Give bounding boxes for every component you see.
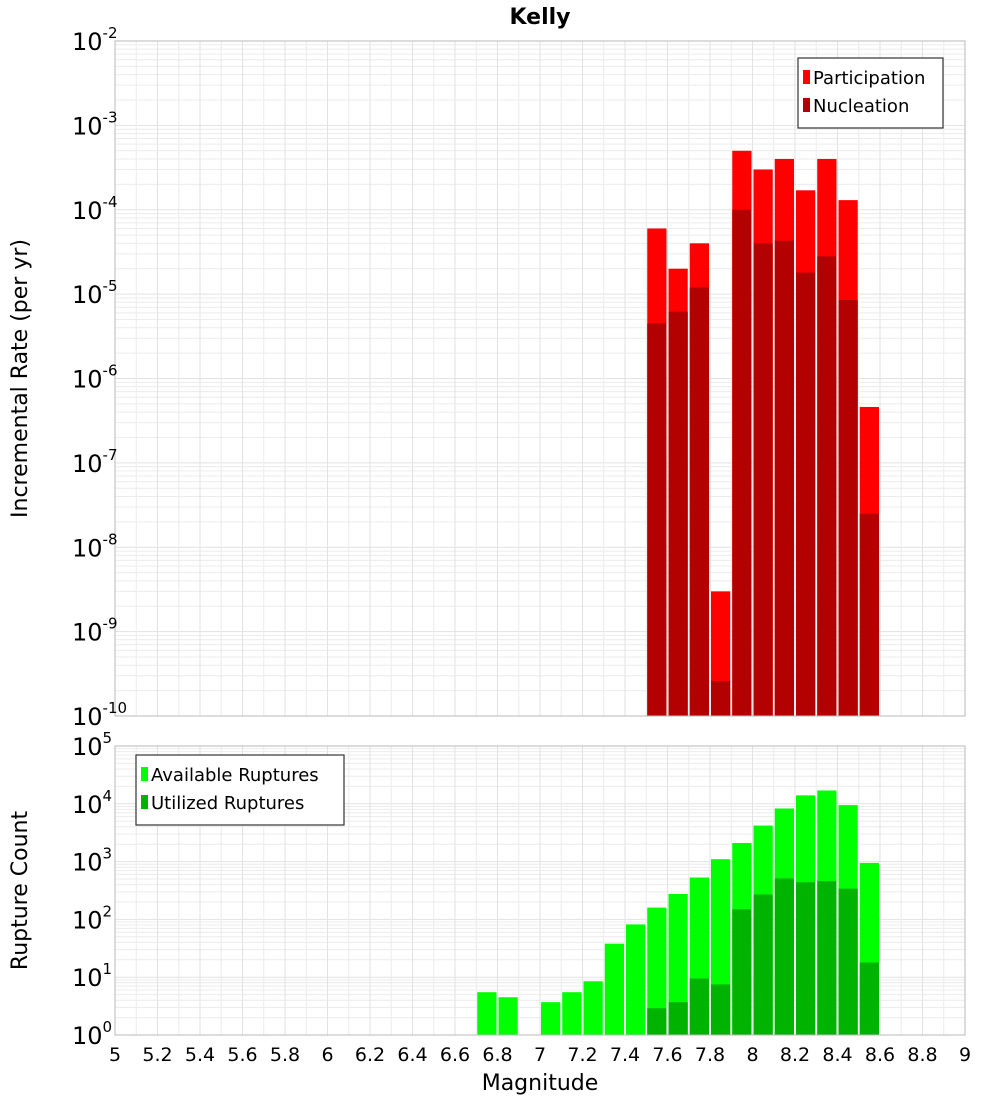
bar-utilized-ruptures-8.55 (859, 962, 879, 1035)
bar-utilized-ruptures-8.05 (753, 894, 773, 1035)
y-tick-label: 10-8 (72, 530, 118, 562)
x-tick-label: 7.6 (652, 1044, 682, 1066)
x-tick-label: 5 (109, 1044, 121, 1066)
legend-box (797, 57, 944, 129)
y-axis-label: Incremental Rate (per yr) (8, 239, 33, 518)
x-tick-labels: 5 5.2 5.4 5.6 5.8 6 6.2 6.4 6.6 6.8 7 7.2 7.4 7.6 7.8 8… (109, 1044, 971, 1066)
x-tick-label: 8 (746, 1044, 758, 1066)
plot-frame (114, 745, 966, 1036)
bar-utilized-ruptures-7.65 (668, 1002, 688, 1035)
x-tick-label: 5.4 (185, 1044, 215, 1066)
y-tick-label: 10-2 (72, 24, 118, 56)
bar-nucleation-8.05 (753, 243, 773, 717)
bar-nucleation-8.55 (859, 513, 879, 716)
legend-0: Participation Nucleation (797, 57, 944, 129)
x-tick-label: 6 (321, 1044, 333, 1066)
legend-label: Nucleation (813, 96, 909, 117)
y-tick-label: 100 (72, 1018, 112, 1050)
x-tick-label: 5.8 (270, 1044, 300, 1066)
y-axis-label: Rupture Count (8, 811, 33, 971)
y-tick-label: 10-9 (72, 615, 118, 647)
bar-utilized-ruptures-8.45 (838, 888, 858, 1035)
bar-nucleation-8.35 (817, 256, 837, 716)
bar-utilized-ruptures-7.75 (689, 978, 709, 1035)
x-tick-label: 6.2 (355, 1044, 385, 1066)
bar-nucleation-8.15 (774, 240, 794, 717)
bar-available-ruptures-7.35 (604, 943, 624, 1035)
y-tick-label: 10-7 (72, 446, 118, 478)
y-tick-label: 10-3 (72, 108, 118, 140)
x-tick-label: 5.2 (142, 1044, 172, 1066)
y-tick-label: 105 (72, 729, 112, 761)
x-tick-label: 9 (959, 1044, 971, 1066)
legend-swatch (803, 98, 810, 112)
x-tick-label: 7.2 (567, 1044, 597, 1066)
bar-utilized-ruptures-7.95 (732, 909, 752, 1035)
chart-panel-1: 100 101 102 103 104 105 Rupture Count 5 5.2 5.4 5.… (8, 729, 971, 1096)
plot-frame (114, 40, 966, 717)
y-tick-label: 103 (72, 845, 112, 877)
bar-nucleation-7.65 (668, 311, 688, 716)
bar-nucleation-8.45 (838, 300, 858, 716)
y-tick-labels-0: 10-10 10-9 10-8 10-7 10-6 10-5 10-4 10-3 10-2 (72, 24, 127, 731)
x-tick-label: 8.6 (865, 1044, 895, 1066)
series-nucleation (647, 209, 879, 717)
y-tick-label: 10-4 (72, 193, 118, 225)
bar-utilized-ruptures-8.25 (796, 882, 816, 1035)
x-tick-label: 8.4 (822, 1044, 852, 1066)
y-tick-label: 102 (72, 902, 112, 934)
chart-panel-0: 10-10 10-9 10-8 10-7 10-6 10-5 10-4 10-3 10-2 Inc… (8, 5, 966, 731)
x-tick-label: 8.8 (907, 1044, 937, 1066)
x-tick-label: 6.8 (482, 1044, 512, 1066)
bar-utilized-ruptures-8.35 (817, 881, 837, 1035)
bar-nucleation-8.25 (796, 272, 816, 716)
bar-utilized-ruptures-7.85 (711, 984, 731, 1035)
bar-utilized-ruptures-8.15 (774, 878, 794, 1035)
x-tick-label: 7 (534, 1044, 546, 1066)
bar-available-ruptures-7.45 (626, 924, 646, 1035)
bar-nucleation-7.95 (732, 209, 752, 716)
x-tick-label: 7.8 (695, 1044, 725, 1066)
x-axis-label: Magnitude (482, 1071, 599, 1096)
bar-available-ruptures-7.05 (541, 1002, 561, 1035)
x-tick-label: 6.4 (397, 1044, 427, 1066)
x-tick-label: 8.2 (780, 1044, 810, 1066)
y-tick-label: 104 (72, 787, 112, 819)
legend-label: Participation (813, 68, 925, 89)
bar-available-ruptures-7.15 (562, 992, 582, 1035)
legend-swatch (141, 795, 148, 809)
grid-0 (114, 41, 966, 717)
bar-available-ruptures-7.65 (668, 894, 688, 1035)
legend-swatch (141, 767, 148, 781)
y-tick-label: 10-6 (72, 362, 118, 394)
bar-nucleation-7.55 (647, 323, 667, 716)
y-tick-label: 10-5 (72, 277, 118, 309)
legend-label: Available Ruptures (151, 765, 319, 786)
x-tick-label: 6.6 (440, 1044, 470, 1066)
y-tick-label: 101 (72, 960, 112, 992)
bar-nucleation-7.75 (689, 287, 709, 716)
legend-label: Utilized Ruptures (151, 793, 304, 814)
chart-title: Kelly (509, 5, 570, 30)
x-tick-label: 7.4 (610, 1044, 640, 1066)
bar-available-ruptures-7.55 (647, 907, 667, 1035)
bar-available-ruptures-6.75 (477, 992, 497, 1035)
bar-available-ruptures-6.85 (498, 997, 518, 1035)
y-tick-labels-1: 100 101 102 103 104 105 (72, 729, 112, 1050)
bar-available-ruptures-7.25 (583, 981, 603, 1035)
y-tick-label: 10-10 (72, 699, 127, 731)
bar-nucleation-7.85 (711, 680, 731, 716)
legend-box (135, 754, 345, 826)
bar-utilized-ruptures-7.55 (647, 1008, 667, 1035)
legend-swatch (803, 70, 810, 84)
x-tick-label: 5.6 (227, 1044, 257, 1066)
legend-1: Available Ruptures Utilized Ruptures (135, 754, 345, 826)
series-utilized-ruptures (647, 878, 879, 1035)
